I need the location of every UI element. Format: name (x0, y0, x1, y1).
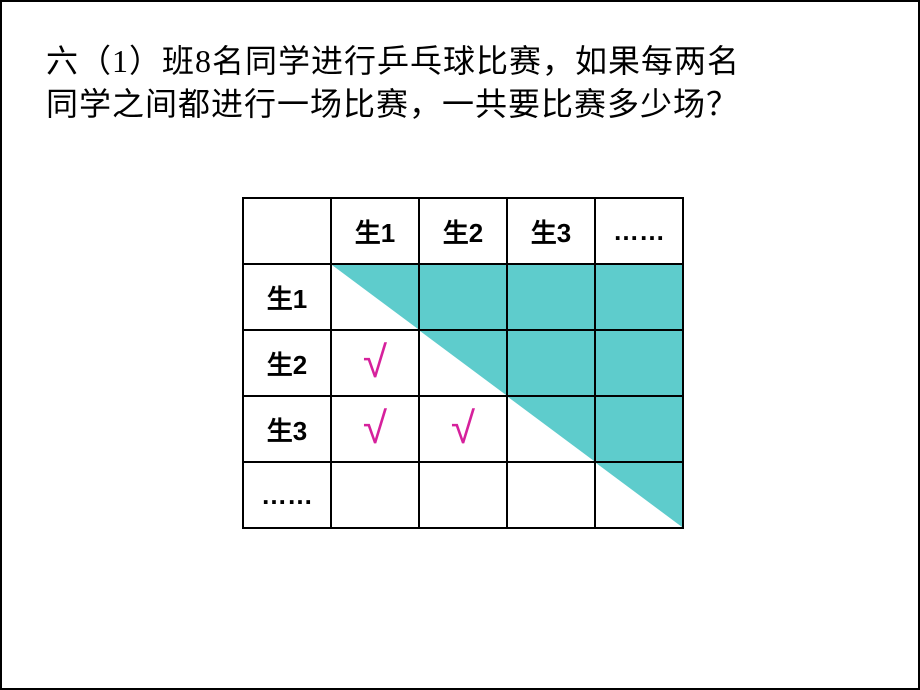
check-icon: √ (363, 404, 387, 453)
cell-r4c2 (419, 462, 507, 528)
row-header-1: 生1 (243, 264, 331, 330)
cell-r4c4-diagonal (595, 462, 683, 528)
table-row: 生3 √ √ (243, 396, 683, 462)
col-header-1: 生1 (331, 198, 419, 264)
table-row: 生2 √ (243, 330, 683, 396)
cell-r1c4 (595, 264, 683, 330)
table-row: …… (243, 462, 683, 528)
cell-r3c3-diagonal (507, 396, 595, 462)
cell-r1c3 (507, 264, 595, 330)
table-row: 生1 (243, 264, 683, 330)
col-header-more: …… (595, 198, 683, 264)
cell-r3c2: √ (419, 396, 507, 462)
cell-r2c3 (507, 330, 595, 396)
table: 生1 生2 生3 …… 生1 生2 √ (242, 197, 684, 529)
cell-r2c1: √ (331, 330, 419, 396)
corner-cell (243, 198, 331, 264)
question-line-2: 同学之间都进行一场比赛，一共要比赛多少场？ (46, 86, 739, 122)
col-header-3: 生3 (507, 198, 595, 264)
table-header-row: 生1 生2 生3 …… (243, 198, 683, 264)
cell-r2c2-diagonal (419, 330, 507, 396)
triangle-icon (508, 397, 594, 461)
question-text: 六（1）班8名同学进行乒乓球比赛，如果每两名 同学之间都进行一场比赛，一共要比赛… (46, 40, 886, 126)
slide: 六（1）班8名同学进行乒乓球比赛，如果每两名 同学之间都进行一场比赛，一共要比赛… (0, 0, 920, 690)
col-header-2: 生2 (419, 198, 507, 264)
row-header-more: …… (243, 462, 331, 528)
row-header-2: 生2 (243, 330, 331, 396)
cell-r3c4 (595, 396, 683, 462)
cell-r1c1-diagonal (331, 264, 419, 330)
check-icon: √ (451, 404, 475, 453)
triangle-icon (420, 331, 506, 395)
check-icon: √ (363, 338, 387, 387)
question-line-1: 六（1）班8名同学进行乒乓球比赛，如果每两名 (46, 43, 740, 79)
cell-r2c4 (595, 330, 683, 396)
cell-r3c1: √ (331, 396, 419, 462)
triangle-icon (332, 265, 418, 329)
match-table: 生1 生2 生3 …… 生1 生2 √ (242, 197, 684, 529)
triangle-icon (596, 463, 682, 527)
cell-r4c3 (507, 462, 595, 528)
row-header-3: 生3 (243, 396, 331, 462)
cell-r4c1 (331, 462, 419, 528)
cell-r1c2 (419, 264, 507, 330)
